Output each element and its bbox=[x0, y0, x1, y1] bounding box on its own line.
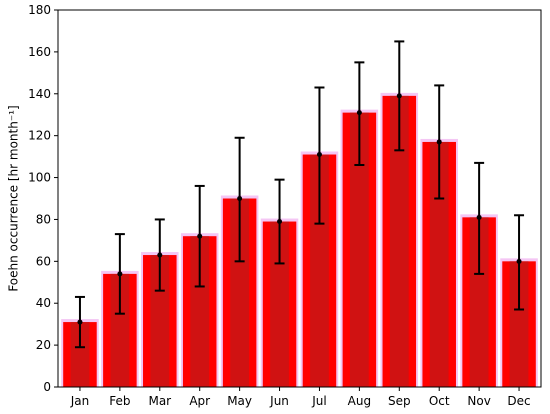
mean-point-may bbox=[237, 196, 243, 201]
x-tick-label-sep: Sep bbox=[388, 394, 411, 408]
plot-frame bbox=[57, 9, 542, 388]
y-tick-label-120: 120 bbox=[28, 129, 51, 143]
error-bars-layer bbox=[74, 40, 525, 349]
mean-point-jul bbox=[316, 152, 322, 158]
x-tick-label-jun: Jun bbox=[269, 394, 289, 408]
x-tick-label-jul: Jul bbox=[311, 394, 326, 408]
y-tick-label-140: 140 bbox=[28, 87, 51, 101]
bar-inner-may bbox=[230, 198, 250, 387]
y-axis: 0 20 40 60 80 100 120 140 160 180 bbox=[28, 3, 58, 394]
y-tick-label-60: 60 bbox=[36, 254, 51, 268]
y-tick-label-40: 40 bbox=[36, 296, 51, 310]
bar-inner-nov bbox=[469, 217, 489, 387]
x-tick-label-mar: Mar bbox=[148, 394, 171, 408]
y-tick-label-0: 0 bbox=[43, 380, 51, 394]
mean-point-oct bbox=[436, 139, 442, 145]
x-tick-label-oct: Oct bbox=[429, 394, 450, 408]
mean-point-feb bbox=[117, 271, 123, 277]
bar-inner-aug bbox=[349, 112, 369, 387]
mean-point-sep bbox=[396, 93, 402, 99]
x-tick-label-nov: Nov bbox=[467, 394, 490, 408]
x-axis: Jan Feb Mar Apr May Jun Jul Aug Sep Oct Nov Dec bbox=[70, 387, 531, 408]
bar-inner-apr bbox=[190, 236, 210, 387]
mean-point-jun bbox=[277, 219, 283, 225]
mean-point-aug bbox=[356, 110, 362, 116]
bar-inner-oct bbox=[429, 141, 449, 387]
mean-point-dec bbox=[516, 258, 522, 264]
x-tick-label-feb: Feb bbox=[109, 394, 130, 408]
x-tick-label-aug: Aug bbox=[348, 394, 371, 408]
x-tick-label-jan: Jan bbox=[70, 394, 90, 408]
bar-inner-jan bbox=[70, 322, 90, 387]
x-tick-label-may: May bbox=[227, 394, 252, 408]
y-tick-label-100: 100 bbox=[28, 171, 51, 185]
mean-point-mar bbox=[157, 252, 163, 258]
bars-layer bbox=[61, 92, 538, 387]
y-tick-label-180: 180 bbox=[28, 3, 51, 17]
bar-inner-sep bbox=[389, 95, 409, 387]
x-tick-label-apr: Apr bbox=[189, 394, 210, 408]
y-tick-label-160: 160 bbox=[28, 45, 51, 59]
mean-point-apr bbox=[197, 233, 203, 239]
mean-point-jan bbox=[77, 319, 83, 325]
mean-point-nov bbox=[476, 214, 482, 220]
bar-inner-dec bbox=[509, 261, 529, 387]
x-tick-label-dec: Dec bbox=[507, 394, 530, 408]
bar-inner-jul bbox=[310, 154, 329, 387]
y-axis-title: Foehn occurrence [hr month⁻¹] bbox=[7, 105, 21, 291]
y-tick-label-80: 80 bbox=[36, 212, 51, 226]
y-tick-label-20: 20 bbox=[36, 338, 51, 352]
bar-inner-feb bbox=[110, 273, 130, 387]
bar-inner-mar bbox=[150, 255, 170, 387]
